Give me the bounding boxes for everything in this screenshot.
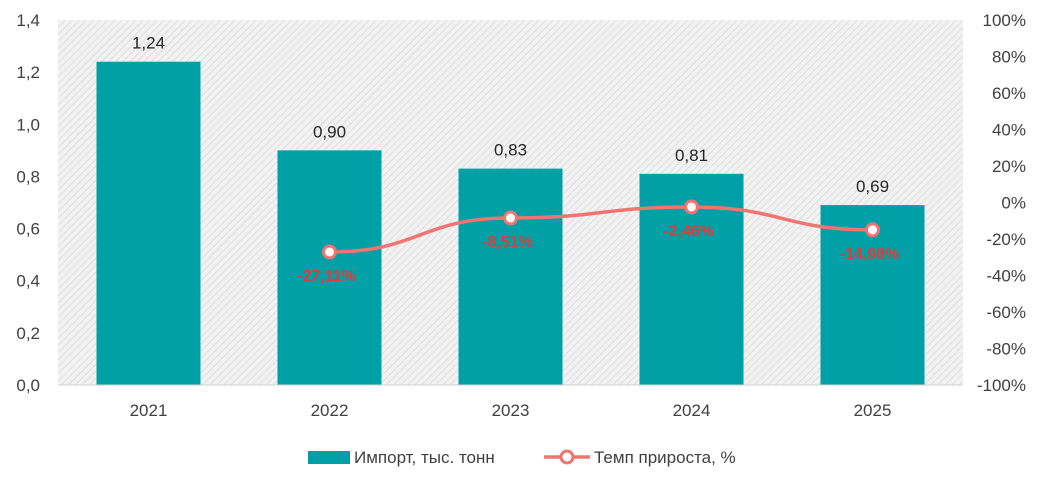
x-tick-label: 2023 (492, 401, 530, 420)
x-tick-label: 2021 (130, 401, 168, 420)
left-tick-label: 1,2 (16, 63, 40, 82)
bar-value-label: 1,24 (132, 34, 165, 53)
right-tick-label: 80% (992, 48, 1026, 67)
rate-value-labels: -27,11% -8,51% -2,46% -14,98% (297, 223, 899, 285)
legend-swatch-import (308, 451, 350, 464)
bar-series (96, 61, 925, 385)
right-tick-label: 0% (1001, 194, 1026, 213)
right-tick-label: -80% (986, 340, 1026, 359)
rate-series (322, 199, 880, 260)
right-tick-label: -100% (977, 376, 1026, 395)
right-tick-label: 40% (992, 121, 1026, 140)
left-tick-label: 1,4 (16, 11, 40, 30)
rate-point (865, 222, 880, 238)
left-tick-label: 0,6 (16, 220, 40, 239)
rate-value-label: -27,11% (297, 268, 356, 285)
bar-value-label: 0,90 (313, 122, 346, 141)
left-tick-label: 0,8 (16, 167, 40, 186)
left-tick-label: 1,0 (16, 115, 40, 134)
x-tick-label: 2025 (854, 401, 892, 420)
rate-line (329, 205, 873, 254)
rate-value-label: -8,51% (482, 234, 533, 251)
x-axis: 2021 2022 2023 2024 2025 (130, 401, 892, 420)
rate-point (503, 210, 518, 226)
left-tick-label: 0,0 (16, 376, 40, 395)
bar (277, 150, 382, 385)
left-tick-label: 0,4 (16, 272, 40, 291)
bar-value-label: 0,83 (494, 141, 527, 160)
right-tick-label: -20% (986, 230, 1026, 249)
legend-label-rate: Темп прироста, % (594, 448, 736, 467)
bar-value-label: 0,81 (675, 146, 708, 165)
right-tick-label: -40% (986, 267, 1026, 286)
rate-value-label: -2,46% (663, 223, 714, 240)
legend: Импорт, тыс. тонн Темп прироста, % (308, 448, 736, 467)
right-tick-label: 100% (983, 11, 1026, 30)
right-tick-label: 20% (992, 157, 1026, 176)
rate-point (322, 244, 337, 260)
legend-label-import: Импорт, тыс. тонн (354, 448, 495, 467)
bar (458, 168, 563, 385)
bar-value-label: 0,69 (856, 177, 889, 196)
right-tick-label: -60% (986, 303, 1026, 322)
right-tick-label: 60% (992, 84, 1026, 103)
x-tick-label: 2022 (311, 401, 349, 420)
left-tick-label: 0,2 (16, 324, 40, 343)
right-axis: -100% -80% -60% -40% -20% 0% 20% 40% 60% 80% 100% (977, 11, 1026, 395)
rate-point (684, 199, 699, 215)
x-tick-label: 2024 (673, 401, 711, 420)
legend-marker-rate (559, 449, 575, 465)
rate-value-label: -14,98% (840, 246, 900, 263)
bar (96, 61, 201, 385)
left-axis: 0,0 0,2 0,4 0,6 0,8 1,0 1,2 1,4 (16, 11, 40, 395)
bar-value-labels: 1,24 0,90 0,83 0,81 0,69 (132, 34, 889, 196)
